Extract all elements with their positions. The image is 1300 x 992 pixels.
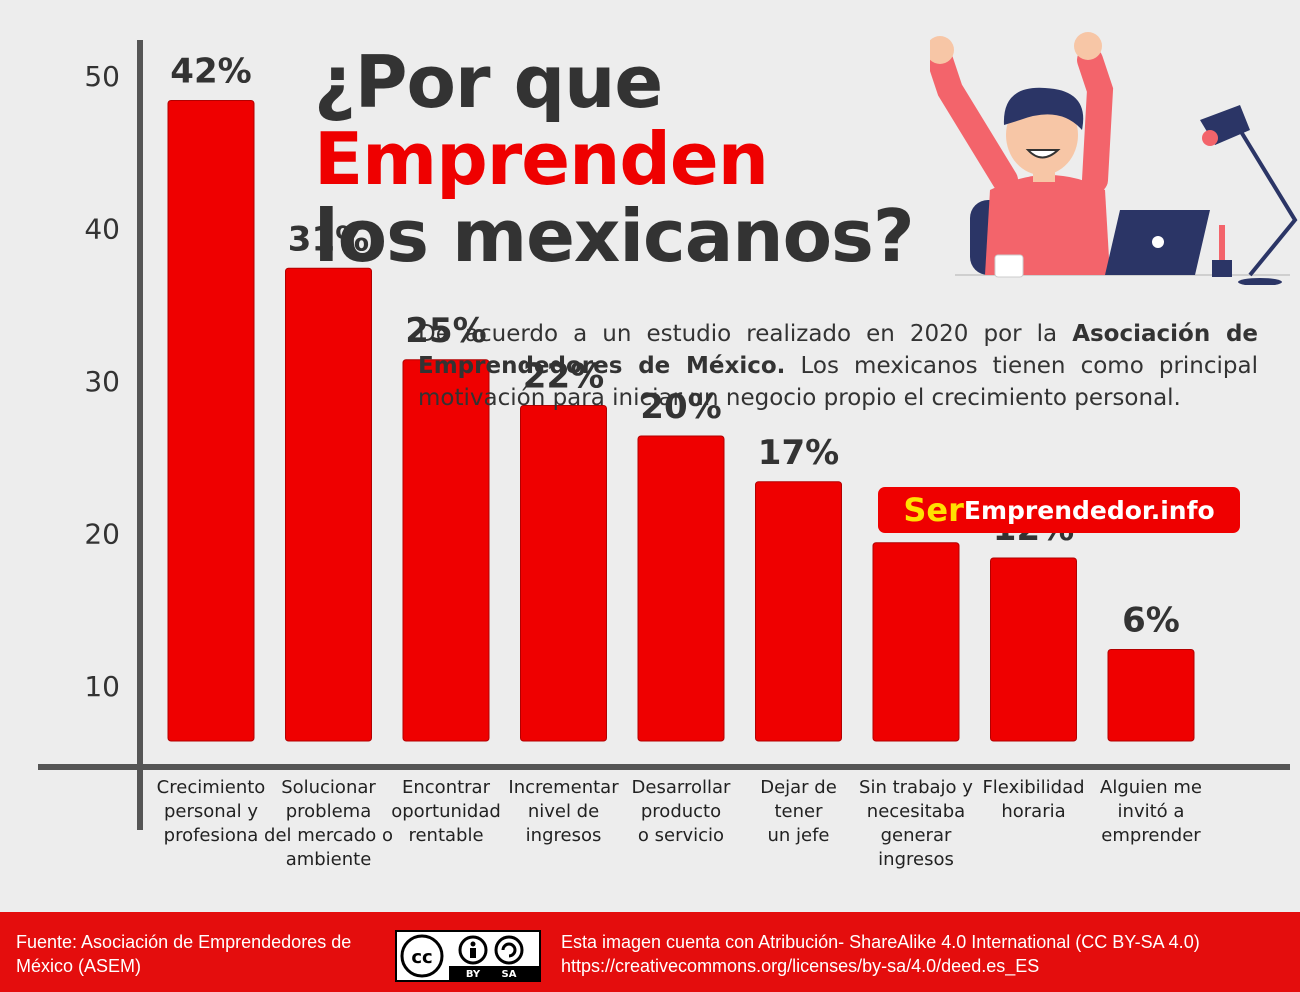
description-part-1: De acuerdo a un estudio realizado en 202… — [418, 321, 1073, 347]
bar-value-label: 31% — [288, 219, 369, 259]
y-tick-label: 30 — [84, 365, 120, 398]
bar-value-label: 42% — [170, 52, 251, 92]
category-label: Encontrar oportunidad rentable — [391, 777, 501, 846]
footer: Fuente: Asociación de Emprendedores de M… — [0, 912, 1300, 992]
bar-value-label: 25% — [405, 311, 486, 351]
bar — [990, 557, 1077, 742]
category-label: Dejar de tener un jefe — [760, 777, 837, 846]
license-info: Esta imagen cuenta con Atribución- Share… — [561, 930, 1291, 978]
bar-value-label: 22% — [523, 357, 604, 397]
bar — [872, 542, 960, 742]
source-text: Fuente: Asociación de Emprendedores de M… — [16, 932, 352, 976]
license-url[interactable]: https://creativecommons.org/licenses/by-… — [561, 956, 1040, 976]
y-tick-label: 50 — [84, 60, 120, 93]
bar — [520, 405, 607, 742]
brand-badge[interactable]: Ser Emprendedor.info — [878, 487, 1240, 533]
category-label: Desarrollar producto o servicio — [631, 777, 731, 846]
entrepreneur-illustration — [930, 32, 1298, 285]
page-title: ¿Por que Emprenden los mexicanos? — [314, 40, 915, 278]
y-tick-label: 40 — [84, 213, 120, 246]
bar — [167, 100, 255, 742]
category-label: Alguien me invitó a emprender — [1100, 777, 1202, 846]
bar — [402, 359, 490, 742]
y-tick-label: 10 — [84, 670, 120, 703]
description: De acuerdo a un estudio realizado en 202… — [418, 318, 1258, 414]
brand-name: Emprendedor.info — [963, 495, 1215, 525]
license-text: Esta imagen cuenta con Atribución- Share… — [561, 932, 1200, 952]
category-label: Flexibilidad horaria — [982, 777, 1085, 822]
title-line-3: los mexicanos? — [314, 194, 915, 278]
description-part-2: Los mexicanos tienen como principal moti… — [418, 353, 1259, 411]
category-label: Incrementar nivel de ingresos — [508, 777, 619, 846]
cc-by-sa-icon: cc BY SA — [397, 932, 539, 980]
cc-text: cc — [411, 947, 432, 968]
bar — [637, 435, 725, 742]
cc-license-badge[interactable]: cc BY SA — [395, 930, 541, 982]
category-label: Solucionar problema del mercado o ambien… — [264, 777, 393, 870]
bar — [1107, 649, 1195, 742]
bar-value-label: 20% — [640, 387, 721, 427]
bar — [285, 267, 372, 742]
sa-text: SA — [502, 969, 517, 980]
y-tick-label: 20 — [84, 518, 120, 551]
category-label: Sin trabajo y necesitaba generar ingreso… — [859, 777, 973, 870]
title-line-1: ¿Por que — [314, 40, 663, 124]
by-text: BY — [466, 969, 481, 980]
brand-ser: Ser — [903, 491, 964, 529]
bar — [755, 481, 842, 742]
description-bold: Asociación de Emprendedores de México. — [418, 321, 1259, 379]
title-line-2: Emprenden — [314, 117, 769, 201]
bar-value-label: 6% — [1122, 601, 1180, 641]
bar-value-label: 17% — [758, 433, 839, 473]
category-label: Crecimiento personal y profesiona — [156, 777, 266, 846]
